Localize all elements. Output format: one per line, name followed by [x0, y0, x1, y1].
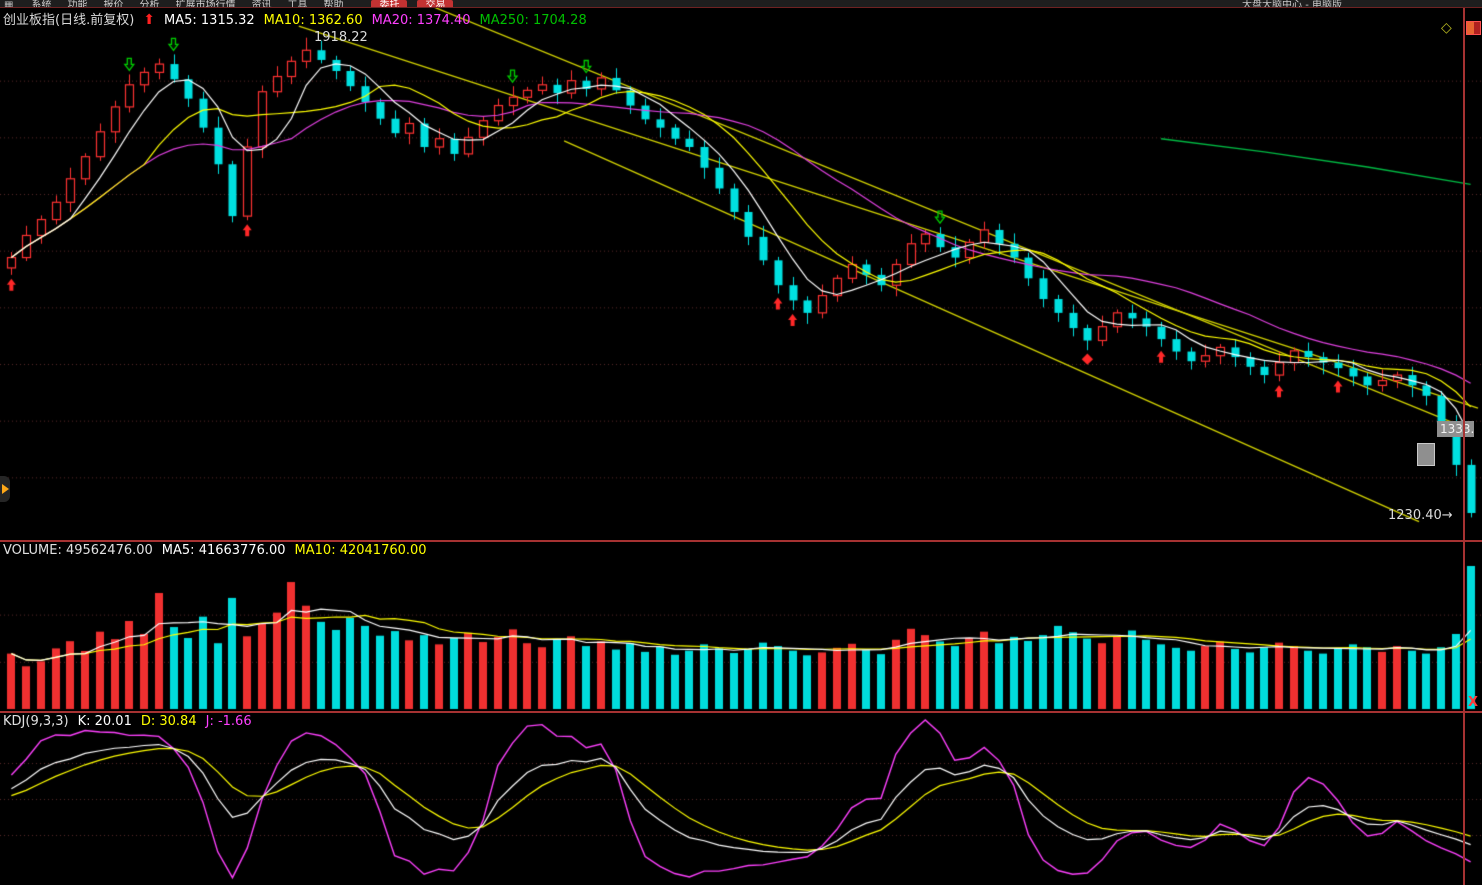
menu-bar: ▦ 系统 功能 报价 分析 扩展市场行情 资讯 工具 帮助 委托 交易 大盘大脑中心 - 电脑版 [0, 0, 1482, 8]
volume-canvas[interactable] [0, 542, 1482, 711]
panel-divider-top [0, 540, 1482, 542]
volume-label: MA5: 41663776.00 [161, 543, 286, 558]
menu-item[interactable]: 资讯 [251, 0, 272, 8]
kdj-label: J: -1.66 [205, 714, 252, 729]
menu-items: 系统 功能 报价 分析 扩展市场行情 资讯 工具 帮助 [31, 0, 344, 8]
volume-label: MA10: 42041760.00 [294, 543, 427, 558]
chart-title: 创业板指(日线.前复权) [3, 13, 135, 28]
menu-item[interactable]: 帮助 [323, 0, 344, 8]
menu-item[interactable]: 系统 [31, 0, 52, 8]
trend-up-icon: ⬆ [143, 12, 156, 28]
ma-labels: MA5: 1315.32 MA10: 1362.60 MA20: 1374.40 MA… [164, 13, 596, 28]
ma-label: MA20: 1374.40 [371, 13, 471, 28]
last-price-annotation: 1230.40→ [1388, 508, 1453, 523]
diamond-icon[interactable]: ◇ [1441, 20, 1452, 36]
volume-label: VOLUME: 49562476.00 [3, 543, 153, 558]
volume-legend: VOLUME: 49562476.00 MA5: 41663776.00 MA10:… [3, 543, 436, 558]
price-axis-tag: 1333. [1437, 421, 1474, 437]
right-border-line [1463, 8, 1465, 885]
kdj-label: D: 30.84 [140, 714, 197, 729]
volume-panel: VOLUME: 49562476.00 MA5: 41663776.00 MA10:… [0, 542, 1482, 711]
menu-quick-button[interactable]: 委托 [371, 0, 408, 7]
menu-item[interactable]: 功能 [67, 0, 88, 8]
window-icon[interactable]: ▦ [4, 0, 14, 8]
menu-item[interactable]: 工具 [287, 0, 308, 8]
panel-divider-bottom [0, 711, 1482, 713]
kdj-panel: KDJ(9,3,3) K: 20.01 D: 30.84 J: -1.66 [0, 713, 1482, 885]
ma-label: MA5: 1315.32 [164, 13, 255, 28]
ma-label: MA250: 1704.28 [479, 13, 587, 28]
kdj-label: KDJ(9,3,3) [3, 714, 69, 729]
menu-right-text: 大盘大脑中心 - 电脑版 [1242, 0, 1342, 8]
slide-arrow-icon [1, 484, 9, 494]
candlestick-canvas[interactable] [0, 8, 1482, 540]
price-flag [1417, 443, 1435, 466]
kdj-legend: KDJ(9,3,3) K: 20.01 D: 30.84 J: -1.66 [3, 714, 261, 729]
kdj-label: K: 20.01 [77, 714, 132, 729]
ma-label: MA10: 1362.60 [263, 13, 363, 28]
sidebar-slide-handle[interactable] [0, 476, 10, 502]
layout-icon-right [1473, 22, 1480, 34]
menu-item[interactable]: 扩展市场行情 [175, 0, 236, 8]
menu-item[interactable]: 分析 [139, 0, 160, 8]
close-panel-button[interactable]: X [1468, 695, 1479, 710]
high-price-annotation: 1918.22 [314, 30, 368, 45]
kdj-canvas[interactable] [0, 713, 1482, 885]
menu-quick-button[interactable]: 交易 [417, 0, 454, 7]
menu-quick-buttons: 委托 交易 [371, 0, 454, 7]
layout-icon-left [1467, 22, 1474, 34]
layout-icon[interactable] [1466, 21, 1481, 35]
main-chart-panel: 创业板指(日线.前复权) ⬆ MA5: 1315.32 MA10: 1362.60 MA… [0, 8, 1482, 540]
menu-item[interactable]: 报价 [103, 0, 124, 8]
main-chart-legend: 创业板指(日线.前复权) ⬆ MA5: 1315.32 MA10: 1362.60 MA… [3, 9, 605, 28]
